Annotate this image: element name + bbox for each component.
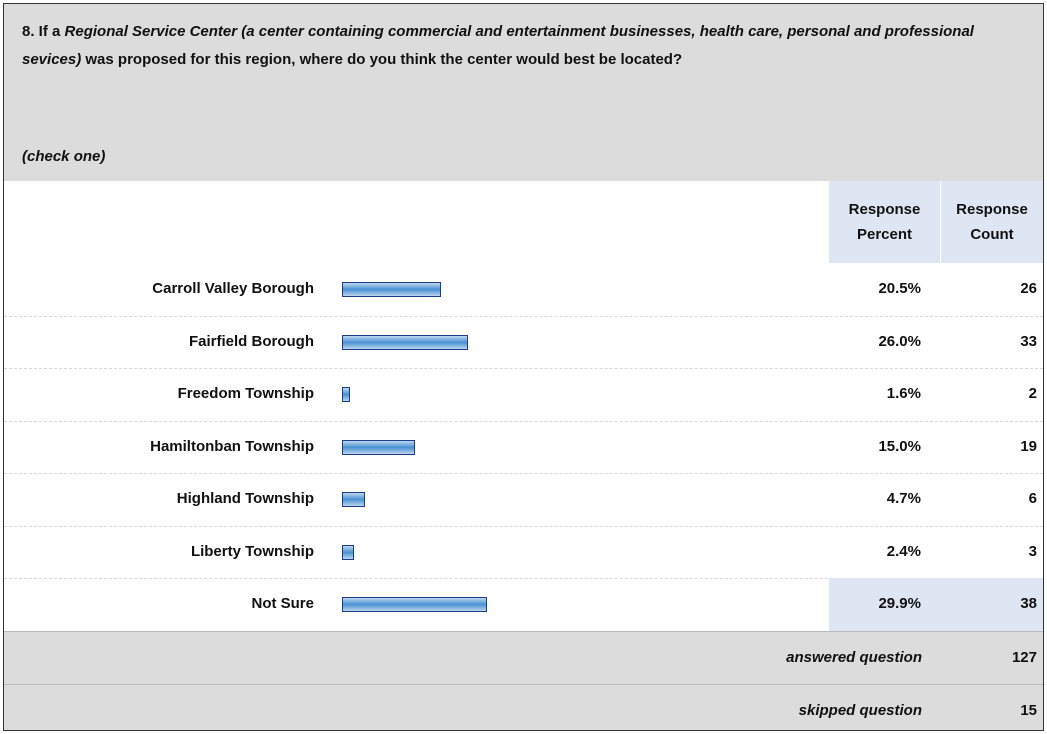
row-divider [4, 315, 1043, 317]
bar [342, 387, 350, 403]
row-label: Hamiltonban Township [150, 437, 314, 455]
count: 19 [1020, 437, 1037, 455]
row-divider [4, 368, 1043, 369]
row-divider [4, 578, 1043, 579]
percent: 20.5% [878, 280, 921, 298]
percent-header-text: Response Percent [848, 201, 921, 243]
percent: 26.0% [878, 332, 921, 350]
row-label: Not Sure [251, 595, 314, 613]
footer-label: answered question [786, 648, 922, 666]
count: 26 [1020, 280, 1037, 298]
row-divider [4, 473, 1043, 474]
question-lead: 8. If a [22, 23, 65, 40]
footer-label: skipped question [798, 701, 922, 719]
count: 6 [1028, 490, 1037, 508]
count: 3 [1028, 542, 1037, 560]
bar [342, 544, 354, 560]
bar [342, 282, 442, 298]
count-header-text: Response Count [956, 201, 1028, 243]
bar [342, 597, 487, 613]
count: 2 [1028, 385, 1037, 403]
count: 33 [1020, 332, 1037, 350]
row-divider [4, 420, 1043, 422]
question-header [4, 4, 1043, 181]
footer-cell [4, 630, 1043, 685]
highlight [829, 578, 1043, 631]
percent: 15.0% [878, 437, 921, 455]
survey-panel: 8. If a Regional Service Center (a cente… [3, 3, 1044, 731]
bar [342, 439, 415, 455]
question-text: 8. If a Regional Service Center (a cente… [22, 18, 1022, 74]
percent: 2.4% [886, 542, 921, 560]
question-emphasis: Regional Service Center (a center contai… [22, 23, 974, 68]
row-label: Fairfield Borough [189, 332, 314, 350]
row-label: Liberty Township [190, 542, 314, 560]
rows: Carroll Valley Borough 20.5% 26 Fairfield B… [4, 4, 1043, 730]
instruction: (check one) [22, 148, 106, 165]
bar [342, 334, 469, 350]
question-rest: was proposed for this region, where do y… [81, 51, 683, 68]
percent-header: Response Percent [829, 181, 940, 263]
footer-count: 15 [1020, 701, 1037, 719]
percent: 1.6% [886, 385, 921, 403]
percent: 29.9% [878, 595, 921, 613]
row-divider [4, 525, 1043, 527]
row-label: Freedom Township [177, 385, 314, 403]
footer-cell [4, 683, 1043, 730]
bar [342, 492, 365, 508]
footer-count: 127 [1011, 648, 1037, 666]
percent: 4.7% [886, 490, 921, 508]
row-label: Highland Township [176, 490, 314, 508]
count: 38 [1020, 595, 1037, 613]
row-label: Carroll Valley Borough [152, 280, 314, 298]
count-header: Response Count [941, 181, 1043, 263]
